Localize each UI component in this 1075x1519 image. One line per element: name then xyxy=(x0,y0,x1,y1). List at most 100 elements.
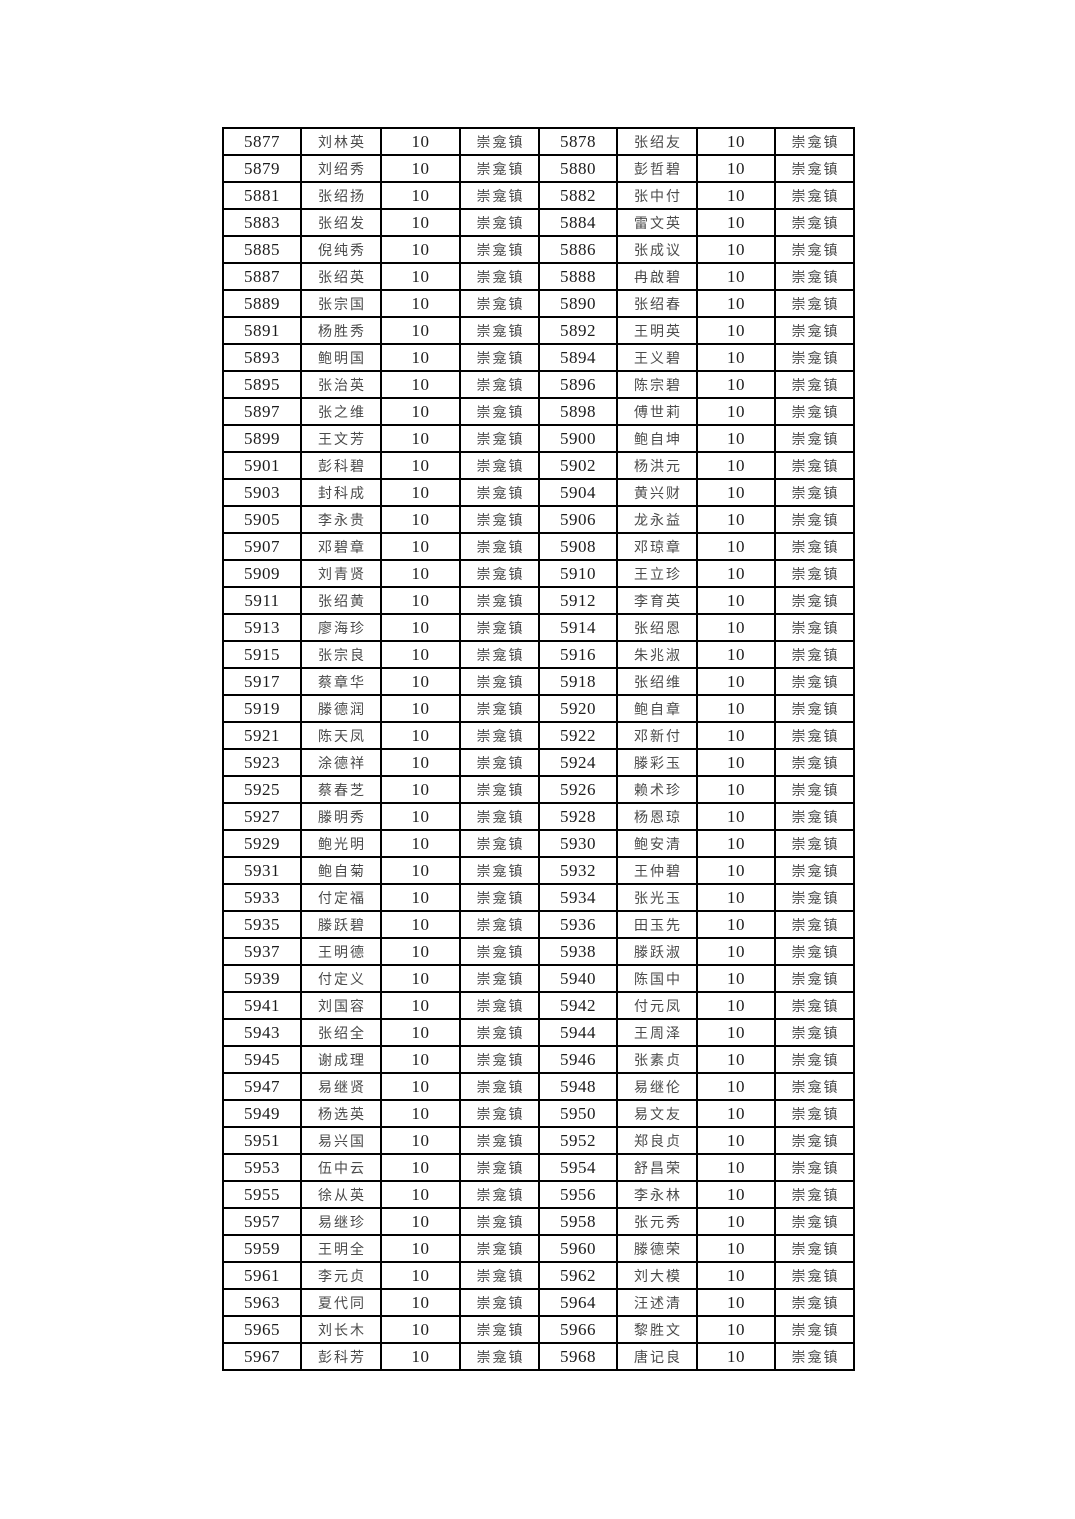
table-row: 5935 滕跃碧 10 崇龛镇 5936 田玉先 10 崇龛镇 xyxy=(222,910,855,939)
person-name-cell: 封科成 xyxy=(300,478,382,507)
town-cell: 崇龛镇 xyxy=(459,181,540,210)
person-name-cell: 张绍扬 xyxy=(300,181,382,210)
person-name-cell: 郑良贞 xyxy=(616,1126,698,1155)
serial-number-cell: 5889 xyxy=(222,289,302,318)
serial-number-cell: 5893 xyxy=(222,343,302,372)
person-name-cell: 张绍发 xyxy=(300,208,382,237)
amount-cell: 10 xyxy=(696,991,776,1020)
amount-cell: 10 xyxy=(380,397,461,426)
person-name-cell: 倪纯秀 xyxy=(300,235,382,264)
town-cell: 崇龛镇 xyxy=(459,694,540,723)
town-cell: 崇龛镇 xyxy=(459,640,540,669)
amount-cell: 10 xyxy=(380,613,461,642)
amount-cell: 10 xyxy=(380,1045,461,1074)
person-name-cell: 李永贵 xyxy=(300,505,382,534)
person-name-cell: 傅世莉 xyxy=(616,397,698,426)
person-name-cell: 李育英 xyxy=(616,586,698,615)
town-cell: 崇龛镇 xyxy=(459,505,540,534)
town-cell: 崇龛镇 xyxy=(459,478,540,507)
amount-cell: 10 xyxy=(696,1207,776,1236)
amount-cell: 10 xyxy=(696,1342,776,1371)
serial-number-cell: 5886 xyxy=(538,235,618,264)
table-row: 5967 彭科芳 10 崇龛镇 5968 唐记良 10 崇龛镇 xyxy=(222,1342,855,1371)
amount-cell: 10 xyxy=(380,802,461,831)
town-cell: 崇龛镇 xyxy=(774,829,855,858)
serial-number-cell: 5887 xyxy=(222,262,302,291)
serial-number-cell: 5881 xyxy=(222,181,302,210)
amount-cell: 10 xyxy=(696,856,776,885)
amount-cell: 10 xyxy=(380,856,461,885)
town-cell: 崇龛镇 xyxy=(774,1315,855,1344)
amount-cell: 10 xyxy=(380,1288,461,1317)
person-name-cell: 鲍自菊 xyxy=(300,856,382,885)
serial-number-cell: 5908 xyxy=(538,532,618,561)
town-cell: 崇龛镇 xyxy=(459,370,540,399)
table-row: 5929 鲍光明 10 崇龛镇 5930 鲍安清 10 崇龛镇 xyxy=(222,829,855,858)
person-name-cell: 易文友 xyxy=(616,1099,698,1128)
person-name-cell: 邓新付 xyxy=(616,721,698,750)
table-row: 5957 易继珍 10 崇龛镇 5958 张元秀 10 崇龛镇 xyxy=(222,1207,855,1236)
person-name-cell: 彭哲碧 xyxy=(616,154,698,183)
town-cell: 崇龛镇 xyxy=(459,802,540,831)
serial-number-cell: 5925 xyxy=(222,775,302,804)
town-cell: 崇龛镇 xyxy=(774,586,855,615)
person-name-cell: 张绍英 xyxy=(300,262,382,291)
serial-number-cell: 5894 xyxy=(538,343,618,372)
town-cell: 崇龛镇 xyxy=(459,316,540,345)
town-cell: 崇龛镇 xyxy=(459,1045,540,1074)
town-cell: 崇龛镇 xyxy=(774,1207,855,1236)
amount-cell: 10 xyxy=(380,1126,461,1155)
amount-cell: 10 xyxy=(380,424,461,453)
person-name-cell: 陈天凤 xyxy=(300,721,382,750)
person-name-cell: 张绍维 xyxy=(616,667,698,696)
person-name-cell: 王立珍 xyxy=(616,559,698,588)
amount-cell: 10 xyxy=(696,1045,776,1074)
person-name-cell: 易继伦 xyxy=(616,1072,698,1101)
serial-number-cell: 5906 xyxy=(538,505,618,534)
town-cell: 崇龛镇 xyxy=(774,694,855,723)
serial-number-cell: 5956 xyxy=(538,1180,618,1209)
table-row: 5911 张绍黄 10 崇龛镇 5912 李育英 10 崇龛镇 xyxy=(222,586,855,615)
amount-cell: 10 xyxy=(696,505,776,534)
town-cell: 崇龛镇 xyxy=(774,721,855,750)
amount-cell: 10 xyxy=(696,1072,776,1101)
person-name-cell: 舒昌荣 xyxy=(616,1153,698,1182)
town-cell: 崇龛镇 xyxy=(459,1072,540,1101)
serial-number-cell: 5941 xyxy=(222,991,302,1020)
town-cell: 崇龛镇 xyxy=(459,910,540,939)
amount-cell: 10 xyxy=(380,586,461,615)
serial-number-cell: 5919 xyxy=(222,694,302,723)
person-name-cell: 张中付 xyxy=(616,181,698,210)
amount-cell: 10 xyxy=(380,289,461,318)
person-name-cell: 易兴国 xyxy=(300,1126,382,1155)
amount-cell: 10 xyxy=(696,343,776,372)
town-cell: 崇龛镇 xyxy=(774,235,855,264)
person-name-cell: 付定义 xyxy=(300,964,382,993)
amount-cell: 10 xyxy=(696,775,776,804)
person-name-cell: 刘大模 xyxy=(616,1261,698,1290)
town-cell: 崇龛镇 xyxy=(774,559,855,588)
town-cell: 崇龛镇 xyxy=(774,667,855,696)
town-cell: 崇龛镇 xyxy=(459,127,540,156)
person-name-cell: 易继贤 xyxy=(300,1072,382,1101)
serial-number-cell: 5901 xyxy=(222,451,302,480)
town-cell: 崇龛镇 xyxy=(459,721,540,750)
person-name-cell: 杨选英 xyxy=(300,1099,382,1128)
town-cell: 崇龛镇 xyxy=(774,478,855,507)
serial-number-cell: 5952 xyxy=(538,1126,618,1155)
serial-number-cell: 5935 xyxy=(222,910,302,939)
table-row: 5917 蔡章华 10 崇龛镇 5918 张绍维 10 崇龛镇 xyxy=(222,667,855,696)
town-cell: 崇龛镇 xyxy=(459,1342,540,1371)
amount-cell: 10 xyxy=(696,397,776,426)
town-cell: 崇龛镇 xyxy=(774,154,855,183)
town-cell: 崇龛镇 xyxy=(774,370,855,399)
town-cell: 崇龛镇 xyxy=(774,532,855,561)
table-row: 5895 张治英 10 崇龛镇 5896 陈宗碧 10 崇龛镇 xyxy=(222,370,855,399)
serial-number-cell: 5883 xyxy=(222,208,302,237)
person-name-cell: 张元秀 xyxy=(616,1207,698,1236)
person-name-cell: 李元贞 xyxy=(300,1261,382,1290)
table-row: 5903 封科成 10 崇龛镇 5904 黄兴财 10 崇龛镇 xyxy=(222,478,855,507)
serial-number-cell: 5939 xyxy=(222,964,302,993)
table-row: 5939 付定义 10 崇龛镇 5940 陈国中 10 崇龛镇 xyxy=(222,964,855,993)
person-name-cell: 滕跃淑 xyxy=(616,937,698,966)
